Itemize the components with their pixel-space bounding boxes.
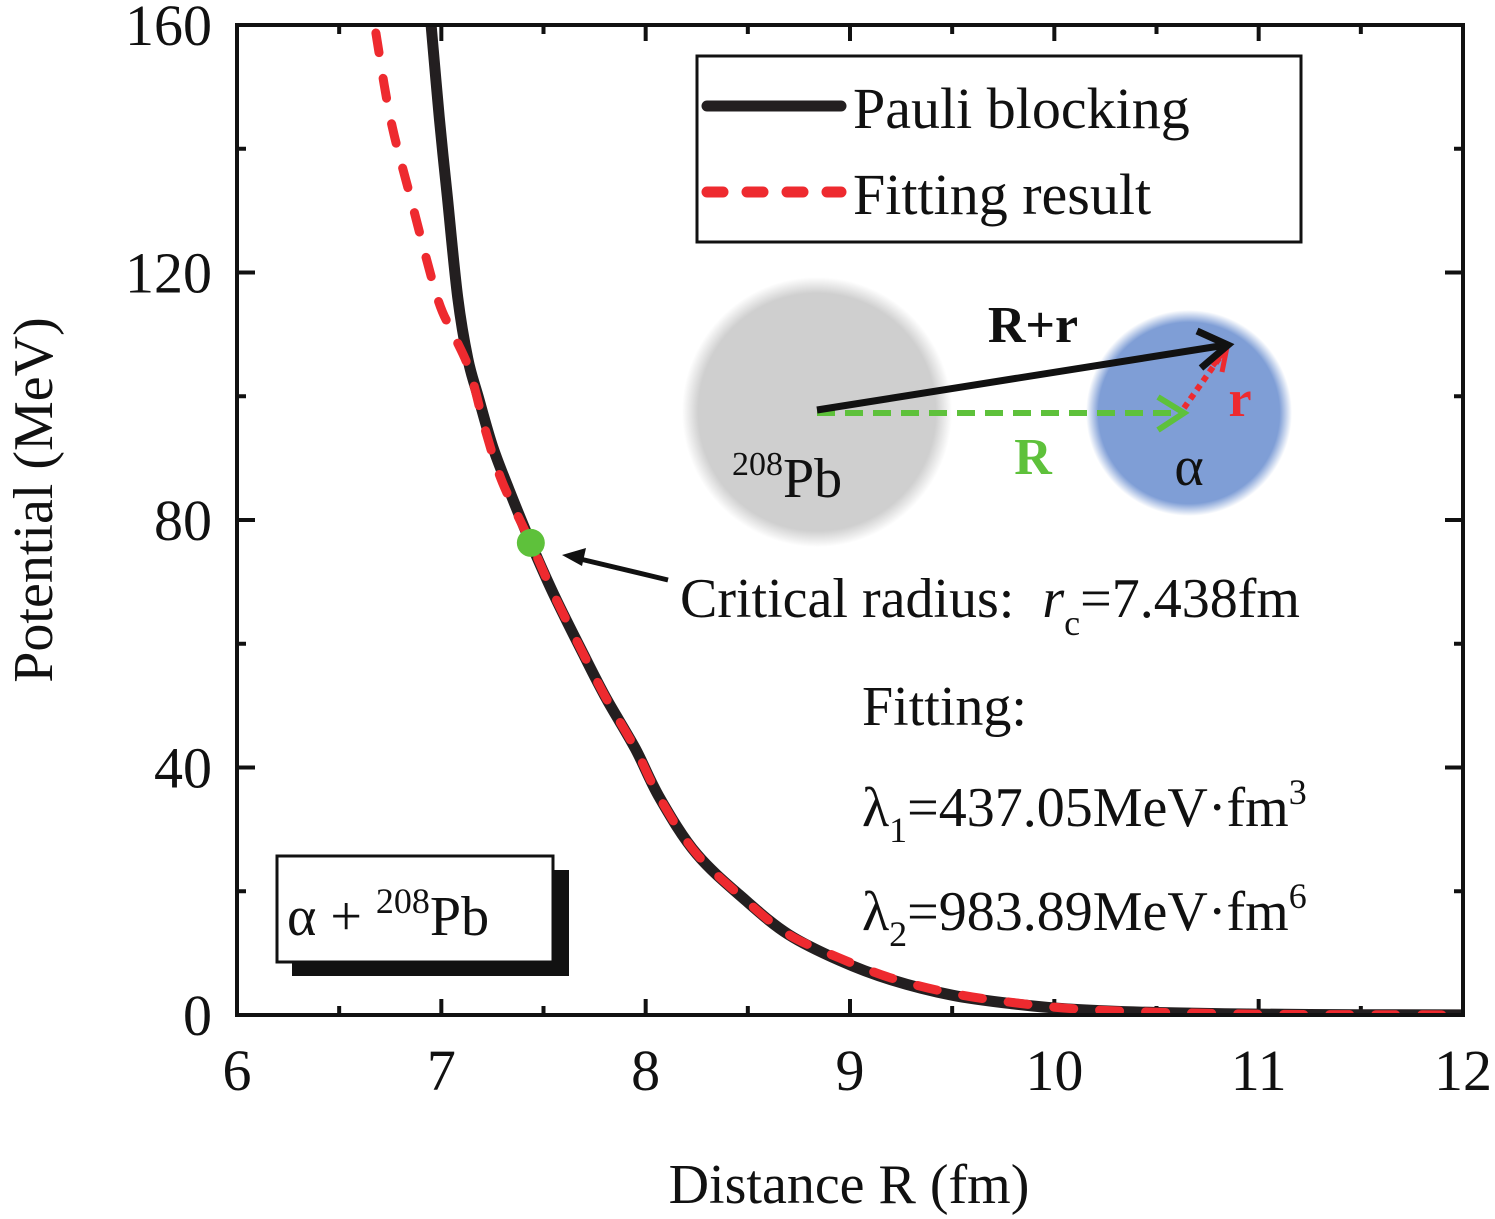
critical-radius-marker xyxy=(516,528,545,557)
lambda1-subscript: 1 xyxy=(889,810,907,850)
x-tick-label: 7 xyxy=(427,1038,456,1103)
vector-R-label: R xyxy=(1014,429,1053,486)
system-label-mass: 208 xyxy=(376,881,430,921)
critical-radius-arrowhead xyxy=(562,548,586,566)
vector-R-arrowhead xyxy=(1156,394,1190,433)
system-label: α + 208Pb xyxy=(287,881,489,948)
vector-r-label: r xyxy=(1228,371,1251,428)
x-axis-title: Distance R (fm) xyxy=(669,1154,1030,1216)
lambda2-annotation: λ2=983.89MeV·fm6 xyxy=(862,876,1307,954)
pb-mass: 208 xyxy=(732,446,783,483)
x-tick-label: 9 xyxy=(836,1038,865,1103)
lambda2-value: =983.89MeV·fm xyxy=(907,881,1289,943)
legend-label-pauli-blocking: Pauli blocking xyxy=(853,76,1190,141)
x-tick-label: 6 xyxy=(223,1038,252,1103)
system-label-alpha: α + xyxy=(287,886,376,948)
plot-frame xyxy=(235,23,1465,1017)
x-tick-label: 8 xyxy=(631,1038,660,1103)
system-label-frame xyxy=(275,854,555,964)
rc-value: =7.438fm xyxy=(1080,568,1300,630)
lambda1-annotation: λ1=437.05MeV·fm3 xyxy=(862,772,1307,850)
critical-radius-annotation: Critical radius: rc=7.438fm xyxy=(680,568,1300,643)
fitting-title: Fitting: xyxy=(862,676,1027,738)
lambda2-subscript: 2 xyxy=(889,914,907,954)
y-tick-label: 0 xyxy=(183,983,212,1048)
lambda1-symbol: λ xyxy=(862,777,889,839)
series-fitting-result xyxy=(371,28,1463,1015)
vector-R-plus-r-label: R+r xyxy=(988,297,1078,354)
critical-radius-arrow xyxy=(575,555,669,583)
inset-diagram: 208Pb α R r R+r xyxy=(682,277,1292,547)
y-tick-label: 160 xyxy=(125,0,212,58)
lambda1-value: =437.05MeV·fm xyxy=(907,777,1289,839)
y-axis-title: Potential (MeV) xyxy=(3,317,65,682)
x-tick-label: 10 xyxy=(1025,1038,1083,1103)
x-tick-label: 11 xyxy=(1231,1038,1287,1103)
x-tick-label: 12 xyxy=(1434,1038,1492,1103)
system-label-box: α + 208Pb xyxy=(275,854,569,976)
lambda2-superscript: 6 xyxy=(1289,876,1307,916)
alpha-label: α xyxy=(1174,436,1203,498)
vector-R-plus-r xyxy=(816,341,1227,414)
y-tick-label: 80 xyxy=(154,488,212,553)
rc-subscript: c xyxy=(1064,603,1080,643)
legend: Pauli blocking Fitting result xyxy=(695,54,1303,244)
rc-symbol: r xyxy=(1042,568,1064,630)
lambda1-superscript: 3 xyxy=(1289,772,1307,812)
legend-label-fitting-result: Fitting result xyxy=(853,162,1151,227)
pb-element: Pb xyxy=(783,448,842,510)
y-tick-label: 40 xyxy=(154,736,212,801)
pb-label: 208Pb xyxy=(732,446,842,510)
system-label-element: Pb xyxy=(430,886,489,948)
lambda2-symbol: λ xyxy=(862,881,889,943)
y-tick-label: 120 xyxy=(125,241,212,306)
critical-radius-label: Critical radius: xyxy=(680,568,1028,630)
plot-area xyxy=(371,25,1463,1015)
legend-frame xyxy=(695,54,1303,244)
vector-R-plus-r-arrowhead xyxy=(1195,327,1235,371)
